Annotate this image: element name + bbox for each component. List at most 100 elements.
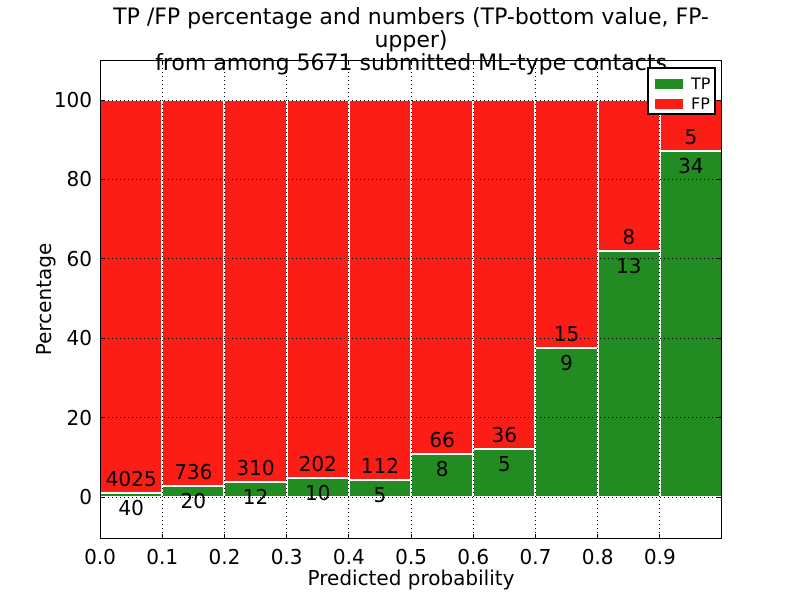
vertical-gridline: [597, 60, 599, 539]
bar-segment-tp: [348, 480, 411, 497]
x-tick-mark: [161, 534, 163, 538]
y-tick-label: 100: [53, 88, 92, 112]
legend-swatch-tp: [655, 79, 683, 89]
tp-count-label: 13: [615, 254, 642, 279]
bar-segment-tp: [286, 478, 349, 497]
legend-label: TP: [691, 74, 711, 93]
fp-count-label: 66: [429, 428, 455, 453]
x-tick-mark: [100, 534, 101, 538]
legend: TP FP: [647, 67, 716, 115]
fp-count-label: 15: [553, 322, 580, 347]
bar-segment-fp: [535, 100, 598, 349]
tp-count-label: 12: [242, 485, 269, 510]
x-tick-label: 0.3: [270, 545, 303, 569]
y-tick-label: 60: [66, 246, 92, 271]
bar-segment-fp: [348, 100, 411, 481]
horizontal-gridline: [100, 178, 722, 180]
y-tick-mark: [101, 496, 105, 498]
horizontal-gridline: [100, 496, 722, 498]
y-tick-mark-right: [717, 496, 721, 498]
horizontal-gridline: [100, 258, 722, 260]
legend-item: TP: [655, 74, 714, 94]
x-tick-label: 0.9: [643, 545, 676, 569]
y-tick-mark: [101, 178, 105, 180]
x-tick-mark-top: [100, 61, 101, 65]
x-tick-mark-top: [410, 61, 412, 65]
x-tick-mark-top: [534, 61, 536, 65]
y-tick-mark-right: [717, 178, 721, 180]
x-tick-mark-top: [161, 61, 163, 65]
fp-count-label: 8: [622, 225, 636, 250]
tp-count-label: 10: [304, 481, 331, 506]
fp-count-label: 736: [174, 460, 213, 485]
x-tick-mark-top: [286, 61, 288, 65]
x-tick-mark-top: [597, 61, 599, 65]
tp-count-label: 9: [560, 351, 573, 376]
bar-segment-tp: [224, 482, 287, 497]
legend-swatch-fp: [655, 99, 683, 109]
fp-count-label: 4025: [105, 467, 157, 492]
vertical-gridline: [410, 60, 412, 539]
x-tick-label: 0.2: [208, 545, 241, 569]
fp-count-label: 36: [491, 422, 517, 447]
y-tick-mark-right: [717, 337, 721, 339]
fp-count-label: 202: [298, 452, 337, 477]
legend-label: FP: [691, 94, 710, 113]
x-tick-mark-top: [472, 61, 474, 65]
x-tick-label: 0.1: [146, 545, 179, 569]
x-tick-mark-top: [348, 61, 350, 65]
horizontal-gridline: [100, 337, 722, 339]
bar-segment-fp: [162, 100, 225, 487]
axes-spines: [100, 60, 722, 539]
legend-item: FP: [655, 94, 714, 114]
bar-segment-tp: [473, 448, 536, 497]
vertical-gridline: [161, 60, 163, 539]
vertical-gridline: [659, 60, 661, 539]
vertical-gridline: [348, 60, 350, 539]
fp-count-label: 5: [684, 124, 698, 149]
x-tick-mark: [472, 534, 474, 538]
x-tick-mark: [597, 534, 599, 538]
y-tick-mark: [101, 337, 105, 339]
x-tick-label: 0.7: [519, 545, 552, 569]
x-axis-label: Predicted probability: [307, 566, 515, 590]
vertical-gridline: [286, 60, 288, 539]
bar-segment-fp: [286, 100, 349, 479]
bar-segment-fp: [100, 100, 163, 494]
vertical-gridline: [472, 60, 474, 539]
y-tick-mark: [101, 99, 105, 101]
x-tick-mark-top: [659, 61, 661, 65]
bar-segment-fp: [473, 100, 536, 449]
plot-area: 4025 40 736 20 310 12 202 10 112 5 66 8 36 5 15 9 8 13 5 34…: [54, 60, 722, 568]
tp-count-label: 8: [435, 457, 449, 482]
y-tick-label: 20: [66, 405, 92, 430]
bar-segment-fp: [597, 100, 660, 252]
bar-segment-tp: [659, 150, 722, 497]
bar-segment-tp: [535, 348, 598, 497]
x-tick-mark: [348, 534, 350, 538]
x-tick-mark: [659, 534, 661, 538]
x-tick-mark: [534, 534, 536, 538]
x-tick-mark-top: [223, 61, 225, 65]
horizontal-gridline: [100, 99, 722, 101]
chart-title-line1: TP /FP percentage and numbers (TP-bottom…: [113, 5, 709, 53]
y-tick-mark-right: [717, 417, 721, 419]
y-tick-mark-right: [717, 258, 721, 260]
tp-count-label: 40: [118, 496, 144, 521]
x-tick-label: 0.8: [581, 545, 614, 569]
x-tick-mark: [223, 534, 225, 538]
horizontal-gridline: [100, 417, 722, 419]
bar-segment-fp: [411, 100, 474, 455]
y-tick-mark: [101, 417, 105, 419]
tp-count-label: 34: [678, 153, 704, 178]
tp-count-label: 20: [180, 489, 206, 514]
y-tick-label: 40: [66, 326, 92, 351]
x-tick-label: 0.5: [395, 545, 427, 569]
bar-segment-fp: [224, 100, 287, 483]
tp-count-label: 5: [373, 483, 387, 508]
x-tick-mark: [410, 534, 412, 538]
fp-count-label: 112: [360, 454, 399, 479]
x-tick-mark: [286, 534, 288, 538]
bar-segment-tp: [597, 251, 660, 497]
